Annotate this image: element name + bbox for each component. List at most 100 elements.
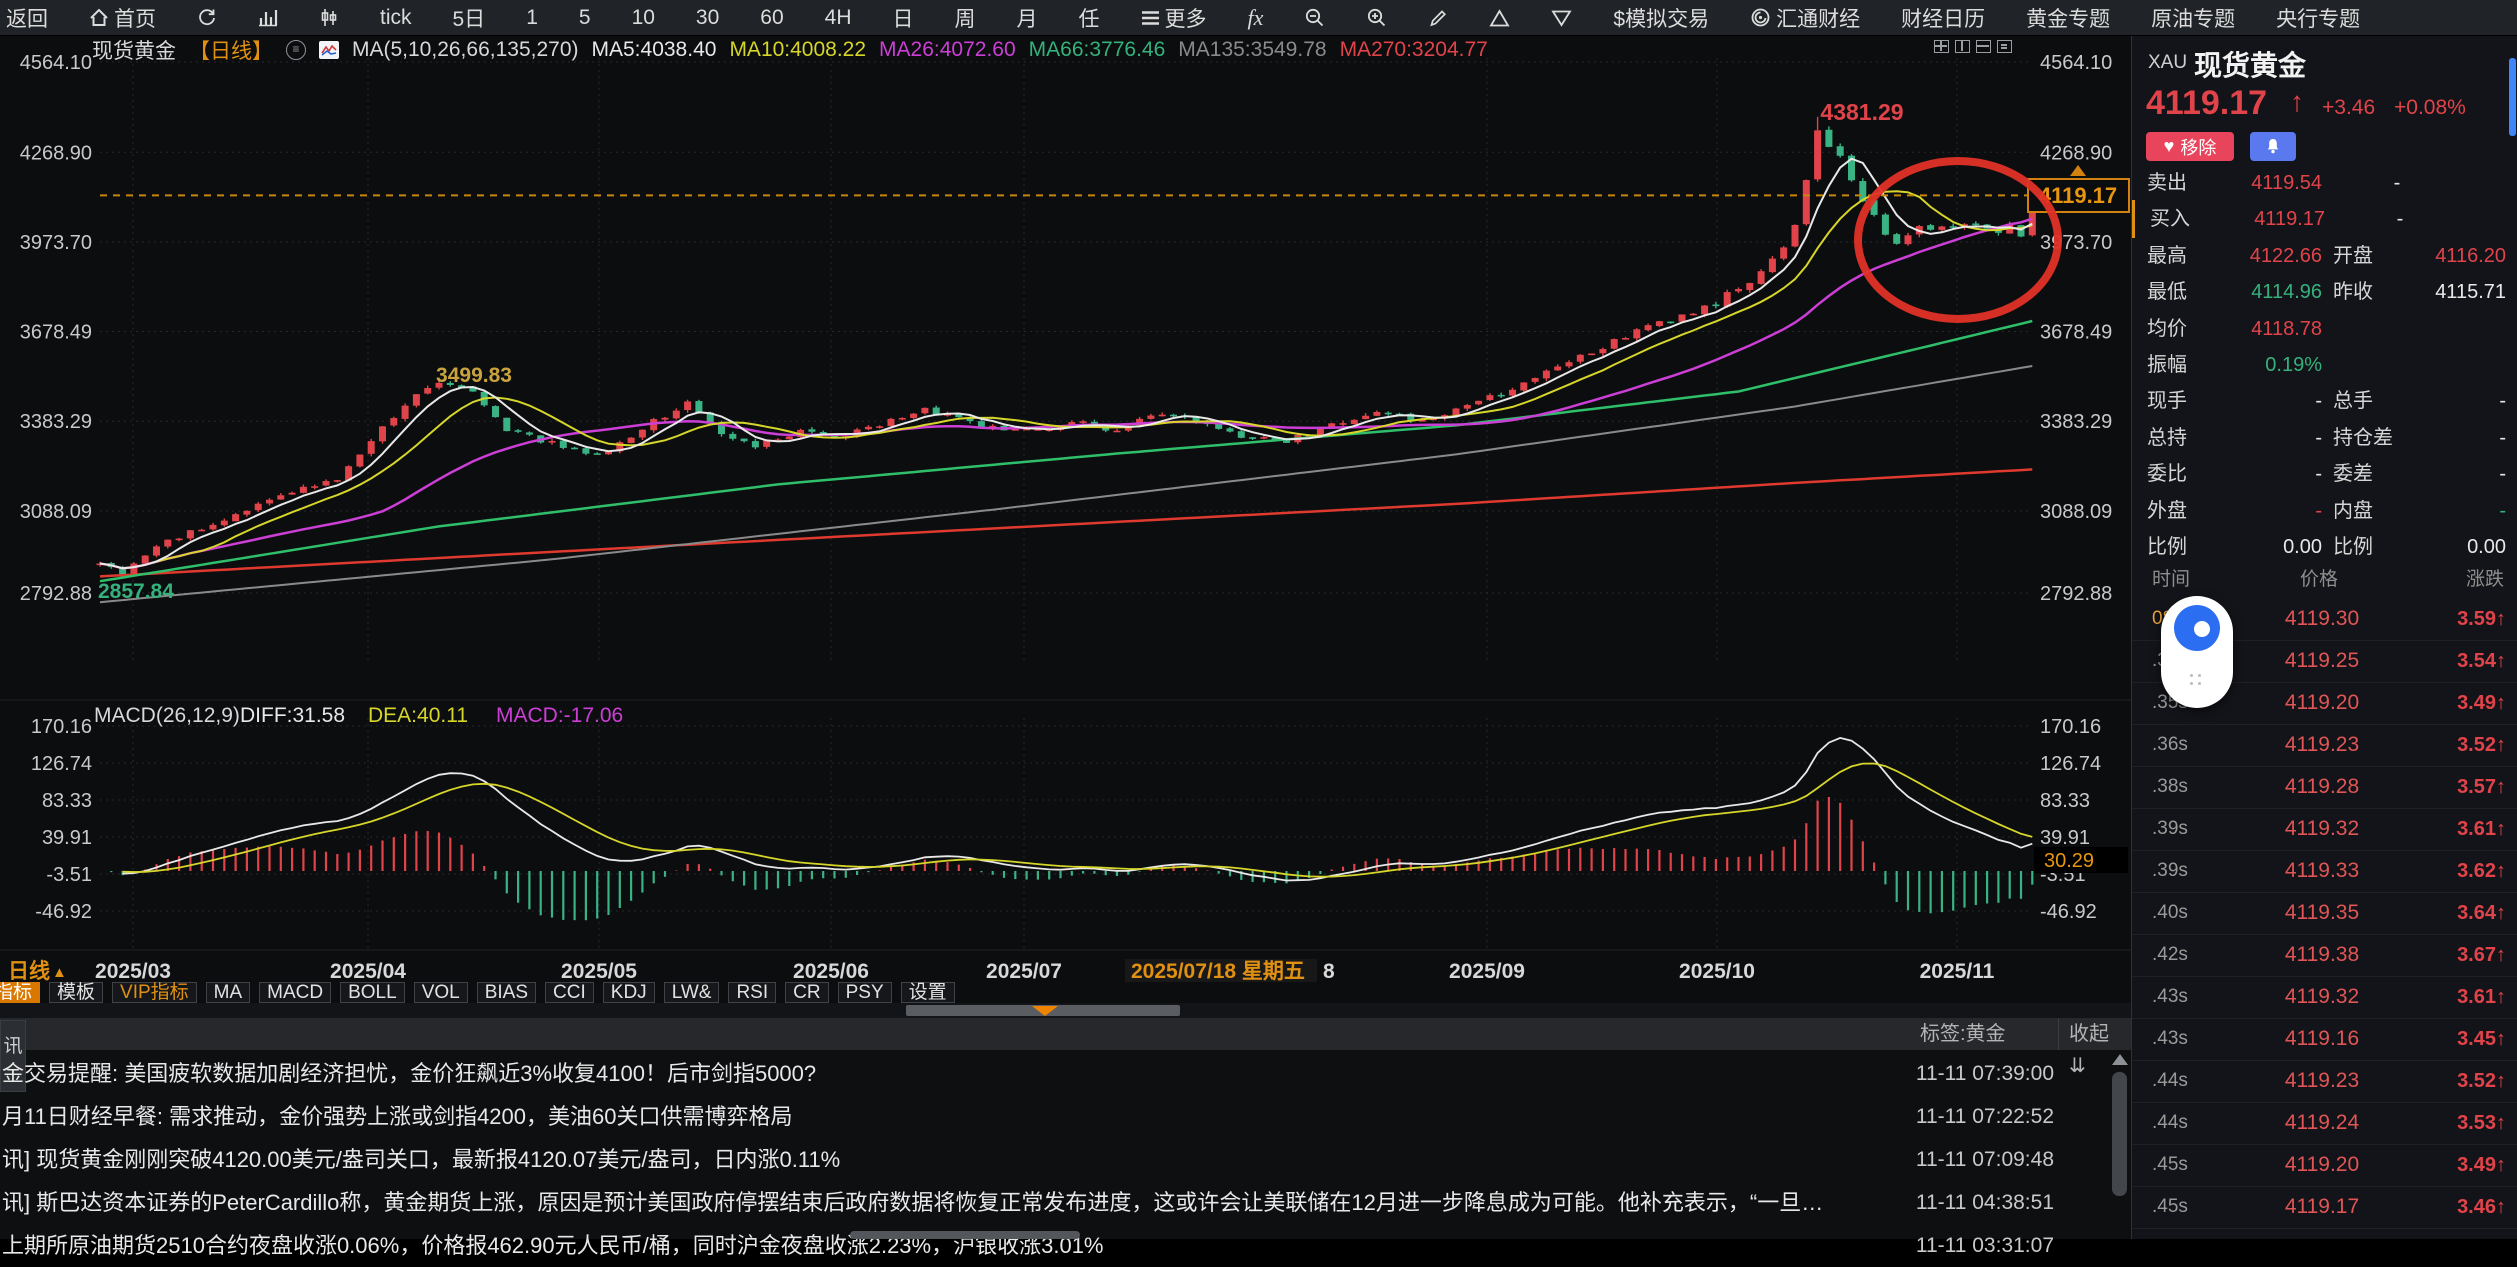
quote-label: 卖出 <box>2147 172 2187 194</box>
toolbar-item-candle-chart[interactable] <box>319 8 339 27</box>
svg-text:DEA:40.11: DEA:40.11 <box>368 704 468 727</box>
indicator-tab-RSI[interactable]: RSI <box>728 982 777 1003</box>
toolbar-item-period-5[interactable]: 5 <box>579 6 591 30</box>
toolbar-item-draw[interactable] <box>1428 8 1448 28</box>
toolbar-item-period-week[interactable]: 周 <box>955 3 976 33</box>
toolbar-item-period-month[interactable]: 月 <box>1017 3 1038 33</box>
floating-assistant-widget[interactable] <box>2161 596 2233 708</box>
indicator-tab-LW&[interactable]: LW& <box>663 982 720 1003</box>
tick-price: 4119.32 <box>2284 985 2360 1008</box>
news-item[interactable]: 讯] 斯巴达资本证券的PeterCardillo称，黄金期货上涨，原因是预计美国… <box>0 1181 2131 1224</box>
tick-price: 4119.16 <box>2284 1027 2360 1050</box>
logo-icon <box>1750 7 1771 28</box>
news-panel: 讯 标签:黄金 收起 ⇊ 金交易提醒: 美国疲软数据加剧经济担忧，金价狂飙近3%… <box>0 1018 2131 1258</box>
toolbar-item-period-60[interactable]: 60 <box>760 6 783 30</box>
ma5-value: MA5:4038.40 <box>591 38 717 61</box>
news-flash-tab[interactable]: 讯 <box>0 1020 26 1092</box>
news-scrollbar-thumb[interactable] <box>2112 1072 2127 1196</box>
tick-time: .43s <box>2152 986 2188 1007</box>
toolbar-item-period-1[interactable]: 1 <box>526 6 538 30</box>
layout-split-h-icon[interactable] <box>1976 40 1991 53</box>
tri-down-icon <box>1551 9 1573 27</box>
sidebar-scrollbar-thumb[interactable] <box>2509 58 2516 136</box>
layout-switch-icons[interactable] <box>1934 40 2012 53</box>
toolbar-item-fx678[interactable]: 汇通财经 <box>1750 3 1860 33</box>
mini-chart-icon[interactable] <box>319 41 339 59</box>
svg-text:-3.51: -3.51 <box>46 864 92 886</box>
symbol-code: XAU <box>2148 52 2188 73</box>
toolbar-item-tri-down[interactable] <box>1551 9 1573 27</box>
indicator-tab-BOLL[interactable]: BOLL <box>340 982 405 1003</box>
indicator-tab-PSY[interactable]: PSY <box>837 982 892 1003</box>
toolbar-item-oil-topic[interactable]: 原油专题 <box>2151 3 2235 33</box>
assistant-logo-icon[interactable] <box>2174 605 2220 651</box>
quote-value: 0.00 <box>2283 536 2322 558</box>
indicator-tab-设置[interactable]: 设置 <box>900 982 955 1003</box>
layout-split-v-icon[interactable] <box>1955 40 1970 53</box>
toolbar-item-fx[interactable]: fx <box>1248 5 1264 31</box>
toolbar-item-tri-up[interactable] <box>1489 8 1510 27</box>
tick-row: .44s 4119.23 3.52↑ <box>2132 1060 2517 1103</box>
svg-text:3088.09: 3088.09 <box>2040 501 2112 523</box>
indicator-tab-VOL[interactable]: VOL <box>413 982 468 1003</box>
indicator-tab-MACD[interactable]: MACD <box>259 982 332 1003</box>
scrollbar-thumb[interactable] <box>906 1005 1180 1016</box>
quote-label-2: 总手 <box>2333 390 2373 413</box>
tick-price: 4119.20 <box>2284 1153 2360 1176</box>
indicator-tab-CR[interactable]: CR <box>785 982 829 1003</box>
chart-horizontal-scrollbar[interactable] <box>0 1003 2131 1018</box>
layout-expand-icon[interactable] <box>1997 40 2012 53</box>
col-change: 涨跌 <box>2465 569 2504 590</box>
news-item[interactable]: 金交易提醒: 美国疲软数据加剧经济担忧，金价狂飙近3%收复4100！后市剑指50… <box>0 1052 2131 1095</box>
toolbar-item-calendar[interactable]: 财经日历 <box>1901 3 1985 33</box>
bottom-scrollbar-fragment[interactable] <box>850 1231 1080 1239</box>
toolbar-item-period-4h[interactable]: 4H <box>825 6 852 30</box>
toolbar-item-zoom-in[interactable] <box>1366 7 1387 28</box>
toolbar-item-period-any[interactable]: 任 <box>1079 3 1100 33</box>
toolbar-item-zoom-out[interactable] <box>1304 7 1325 28</box>
indicator-tab-BIAS[interactable]: BIAS <box>476 982 537 1003</box>
toolbar-item-sim-trade[interactable]: $模拟交易 <box>1613 3 1709 33</box>
toolbar-item-period-30[interactable]: 30 <box>696 6 719 30</box>
svg-text:3973.70: 3973.70 <box>2040 232 2112 254</box>
drag-handle-icon[interactable] <box>2190 674 2204 688</box>
toolbar-item-back[interactable]: 返回 <box>6 3 48 33</box>
news-text: 讯] 斯巴达资本证券的PeterCardillo称，黄金期货上涨，原因是预计美国… <box>2 1190 1824 1215</box>
toolbar-item-more[interactable]: 更多 <box>1141 3 1207 33</box>
toolbar-item-period-10[interactable]: 10 <box>632 6 655 30</box>
tick-row: .39s 4119.32 3.61↑ <box>2132 808 2517 851</box>
tick-change: 3.62↑ <box>2457 860 2506 882</box>
news-item[interactable]: 讯] 现货黄金刚刚突破4120.00美元/盎司关口，最新报4120.07美元/盎… <box>0 1138 2131 1181</box>
quote-value: 4119.54 <box>2251 172 2322 194</box>
quote-label-2: 比例 <box>2333 536 2373 558</box>
indicator-tab-VIP指标[interactable]: VIP指标 <box>112 982 197 1003</box>
news-item[interactable]: 月11日财经早餐: 需求推动，金价强势上涨或剑指4200，美油60关口供需博弈格… <box>0 1095 2131 1138</box>
indicator-tab-CCI[interactable]: CCI <box>545 982 594 1003</box>
tick-price: 4119.23 <box>2284 1069 2360 1092</box>
toolbar-item-cbank-topic[interactable]: 央行专题 <box>2276 3 2360 33</box>
toolbar-item-line-chart[interactable] <box>258 8 278 27</box>
indicator-tab-模板[interactable]: 模板 <box>49 982 104 1003</box>
indicator-tab-KDJ[interactable]: KDJ <box>602 982 655 1003</box>
quote-row: 外盘 - 内盘 - <box>2132 492 2517 530</box>
toolbar-item-home[interactable]: 首页 <box>89 3 156 33</box>
toolbar-item-period-day[interactable]: 日 <box>893 3 914 33</box>
news-collapse-button[interactable]: 收起 ⇊ <box>2058 1018 2131 1077</box>
toolbar-item-gold-topic[interactable]: 黄金专题 <box>2026 3 2110 33</box>
layout-grid-icon[interactable] <box>1934 40 1949 53</box>
remove-favorite-button[interactable]: ♥ 移除 <box>2146 132 2234 161</box>
toolbar-item-tick[interactable]: tick <box>380 6 412 30</box>
svg-text:▲: ▲ <box>52 964 67 981</box>
toolbar-item-label: 周 <box>954 7 976 31</box>
indicator-tab-MA[interactable]: MA <box>205 982 251 1003</box>
svg-text:日线: 日线 <box>8 959 50 983</box>
indicator-tab-指标[interactable]: 指标 <box>0 982 41 1003</box>
price-chart[interactable]: 4564.10 4564.10 4268.90 4268.90 3973.70 3973.… <box>0 0 2131 1020</box>
toolbar-item-period-5d[interactable]: 5日 <box>453 3 486 33</box>
indicator-lines-icon[interactable]: ≡ <box>286 40 306 60</box>
toolbar-item-refresh[interactable] <box>197 8 217 28</box>
news-scroll-up-icon[interactable] <box>2112 1054 2128 1065</box>
quote-row: 振幅 0.19% <box>2132 346 2517 384</box>
svg-text:2025/07: 2025/07 <box>986 960 1062 983</box>
alert-bell-button[interactable] <box>2250 132 2296 161</box>
